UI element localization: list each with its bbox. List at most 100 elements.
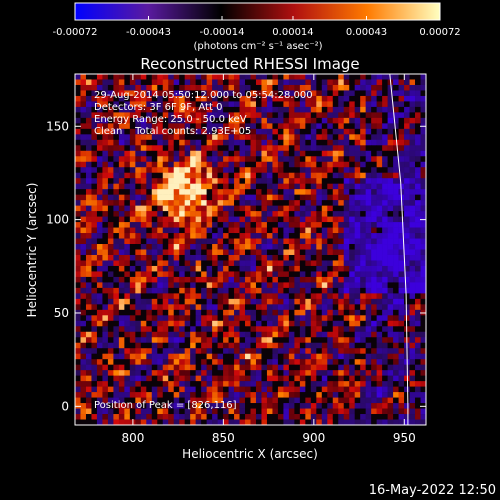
heatmap-cell (376, 106, 383, 113)
heatmap-cell (393, 79, 399, 86)
heatmap-cell (129, 200, 136, 206)
heatmap-cell (415, 370, 421, 376)
heatmap-cell (162, 106, 169, 113)
heatmap-cell (91, 276, 98, 283)
heatmap-cell (140, 167, 147, 174)
heatmap-cell (190, 287, 196, 294)
heatmap-cell (234, 320, 240, 327)
heatmap-cell (201, 276, 207, 283)
heatmap-cell (250, 74, 257, 80)
heatmap-cell (146, 95, 153, 102)
heatmap-cell (212, 123, 218, 130)
heatmap-cell (80, 200, 87, 206)
heatmap-cell (376, 244, 383, 250)
heatmap-cell (96, 150, 103, 157)
heatmap-cell (124, 101, 131, 108)
heatmap-cell (261, 265, 268, 272)
heatmap-cell (118, 227, 125, 234)
heatmap-cell (316, 254, 323, 261)
heatmap-cell (190, 84, 196, 91)
heatmap-cell (283, 150, 290, 157)
heatmap-cell (299, 178, 306, 184)
heatmap-cell (206, 172, 213, 179)
heatmap-cell (277, 348, 284, 354)
heatmap-cell (288, 238, 295, 245)
heatmap-cell (393, 414, 399, 420)
heatmap-cell (277, 90, 284, 97)
heatmap-cell (102, 315, 109, 322)
heatmap-cell (118, 287, 125, 294)
heatmap-cell (118, 189, 125, 195)
heatmap-cell (321, 189, 328, 195)
heatmap-cell (190, 298, 196, 305)
heatmap-cell (146, 381, 153, 387)
heatmap-cell (299, 309, 306, 316)
heatmap-cell (398, 244, 405, 250)
heatmap-cell (365, 117, 372, 124)
heatmap-cell (266, 375, 273, 382)
heatmap-cell (299, 145, 306, 152)
heatmap-cell (212, 183, 218, 190)
heatmap-cell (124, 178, 131, 184)
heatmap-cell (294, 150, 301, 157)
heatmap-cell (146, 205, 153, 212)
heatmap-cell (343, 276, 350, 283)
y-tick-label: 50 (54, 306, 69, 320)
heatmap-cell (316, 265, 323, 272)
heatmap-cell (371, 320, 377, 327)
heatmap-cell (272, 392, 279, 398)
heatmap-cell (234, 172, 240, 179)
heatmap-cell (245, 205, 251, 212)
heatmap-cell (223, 414, 229, 420)
heatmap-cell (118, 419, 125, 425)
heatmap-cell (255, 386, 262, 393)
heatmap-cell (162, 276, 169, 283)
heatmap-cell (102, 101, 109, 108)
heatmap-cell (124, 172, 131, 179)
heatmap-cell (234, 167, 240, 174)
heatmap-cell (288, 392, 295, 398)
heatmap-cell (157, 353, 164, 360)
heatmap-cell (409, 211, 416, 217)
heatmap-cell (294, 348, 301, 354)
heatmap-cell (398, 178, 405, 184)
heatmap-cell (168, 309, 175, 316)
heatmap-cell (277, 79, 284, 86)
heatmap-cell (354, 348, 361, 354)
heatmap-cell (420, 194, 426, 201)
heatmap-cell (228, 287, 235, 294)
heatmap-cell (234, 183, 240, 190)
heatmap-cell (255, 200, 262, 206)
heatmap-cell (277, 403, 284, 409)
heatmap-cell (376, 364, 383, 371)
heatmap-cell (387, 419, 394, 425)
heatmap-cell (124, 238, 131, 245)
heatmap-cell (91, 392, 98, 398)
heatmap-cell (190, 134, 196, 141)
heatmap-cell (239, 205, 246, 212)
heatmap-cell (113, 353, 120, 360)
heatmap-cell (157, 397, 164, 404)
heatmap-cell (195, 90, 202, 97)
heatmap-cell (360, 167, 366, 174)
heatmap-cell (382, 101, 388, 108)
heatmap-cell (376, 298, 383, 305)
heatmap-cell (255, 331, 262, 338)
heatmap-cell (288, 205, 295, 212)
heatmap-cell (80, 320, 87, 327)
heatmap-cell (85, 326, 92, 333)
heatmap-cell (151, 293, 158, 300)
heatmap-cell (332, 233, 339, 239)
heatmap-cell (146, 84, 153, 91)
heatmap-cell (354, 397, 361, 404)
heatmap-cell (245, 260, 251, 267)
heatmap-cell (272, 205, 279, 212)
heatmap-cell (75, 381, 81, 387)
heatmap-cell (102, 156, 109, 163)
heatmap-cell (146, 414, 153, 420)
heatmap-cell (75, 304, 81, 311)
heatmap-cell (151, 74, 158, 80)
heatmap-cell (195, 282, 202, 289)
heatmap-cell (409, 172, 416, 179)
heatmap-cell (420, 392, 426, 398)
